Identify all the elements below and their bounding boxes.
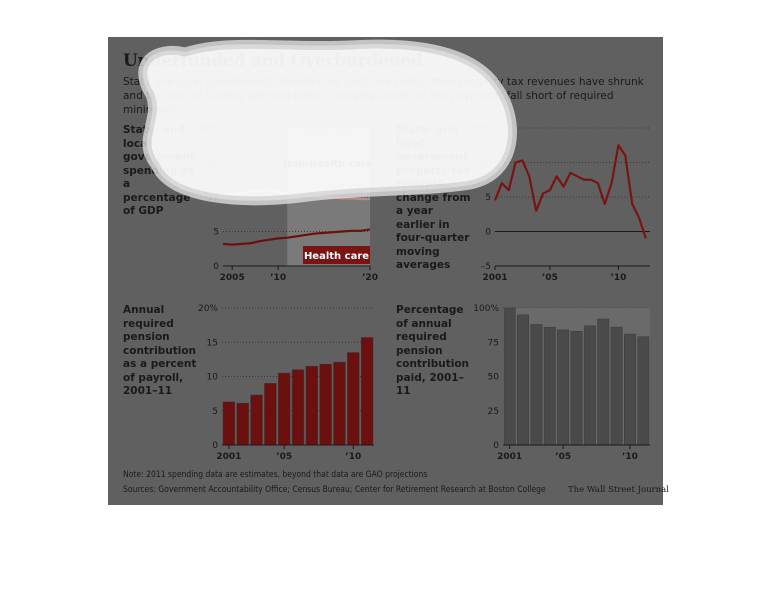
property-xtick-label: ’10 [610,273,626,283]
pension-paid-bar [517,314,529,446]
spending-xtick-label: ’20 [362,273,378,283]
pension-required-bar [333,361,346,446]
spending-ytick-label: 20% [199,124,219,134]
pension-required-chart: 0 5 10 15 20% 2001 ’05 ’10 [198,304,374,462]
footer-sources: Sources: Government Accountability Offic… [123,485,546,495]
pension-paid-xtick-label: 2001 [497,452,522,462]
footer-brand: The Wall Street Journal [568,485,669,495]
spending-chart: projections 0 5 10 15 20% Non-health care Heal… [199,124,378,283]
property-ytick-label: 15% [471,124,491,134]
pension-required-bar [222,401,236,446]
spending-ytick-label: 15 [208,159,219,169]
pension-paid-bar [583,325,596,446]
pension-required-xtick-label: 2001 [216,452,241,462]
pension-required-xtick-label: ’05 [276,452,292,462]
pension-required-ytick-label: 5 [212,407,218,417]
pension-required-bar [291,369,305,446]
pension-required-bar [360,337,374,446]
projection-label: projections [304,131,354,141]
pension-paid-ytick-label: 75 [488,338,499,348]
pension-required-ytick-label: 15 [207,338,218,348]
pension-paid-xtick-label: ’05 [555,452,571,462]
property-xtick-label: ’05 [542,273,558,283]
pension-paid-bar [570,331,583,446]
spending-ytick-label: 0 [213,262,219,272]
legend-non-health-care: Non-health care [283,159,374,170]
pension-required-chart-label: Annual required pension contribution as … [123,304,197,397]
pension-paid-ytick-label: 100% [473,304,499,314]
property-ytick-label: 10 [480,159,492,169]
pension-paid-bar [597,318,610,446]
property-xtick-label: 2001 [482,273,507,283]
footer-note: Note: 2011 spending data are estimates, … [123,470,428,480]
pension-required-bar [305,365,318,446]
property-ytick-label: 0 [485,228,491,238]
spending-ytick-label: 10 [208,193,220,203]
pension-paid-ytick-label: 0 [493,441,499,451]
legend-health-care-box [303,246,370,264]
spending-xtick-label: ’10 [270,273,286,283]
pension-paid-bar [543,326,556,446]
spending-xtick-label: 2005 [220,273,245,283]
property-ytick-label: 5 [485,193,491,203]
pension-required-bar [347,352,360,446]
pension-required-bar [236,402,249,446]
property-ytick-label: –5 [481,262,491,272]
pension-paid-ytick-label: 25 [488,407,499,417]
spending-ytick-label: 5 [213,228,219,238]
pension-paid-xtick-label: ’10 [622,452,638,462]
pension-required-bar [319,363,332,446]
property-tax-chart: –5 0 5 10 15% 2001 ’05 ’10 [471,124,650,283]
legend-health-care: Health care [304,251,369,262]
pension-required-ytick-label: 10 [207,373,219,383]
pension-paid-bar [557,329,570,446]
pension-required-xtick-label: ’10 [345,452,361,462]
pension-paid-chart-label: Percentage of annual required pension co… [396,304,470,397]
property-series-line [493,144,647,239]
pension-required-ytick-label: 20% [198,304,218,314]
spending-series-line-health [222,228,371,246]
pension-paid-bar [624,333,636,446]
pension-paid-chart: 0 25 50 75 100% 2001 ’05 ’10 [473,304,650,462]
pension-paid-ytick-label: 50 [488,373,500,383]
pension-required-bar [250,394,263,446]
pension-required-ytick-label: 0 [212,441,218,451]
pension-paid-bar [503,307,516,446]
pension-paid-bar [637,336,650,446]
pension-paid-bar [530,324,543,446]
pension-required-bar [264,383,277,446]
pension-required-bar [278,372,291,446]
pension-paid-bar [610,326,623,446]
